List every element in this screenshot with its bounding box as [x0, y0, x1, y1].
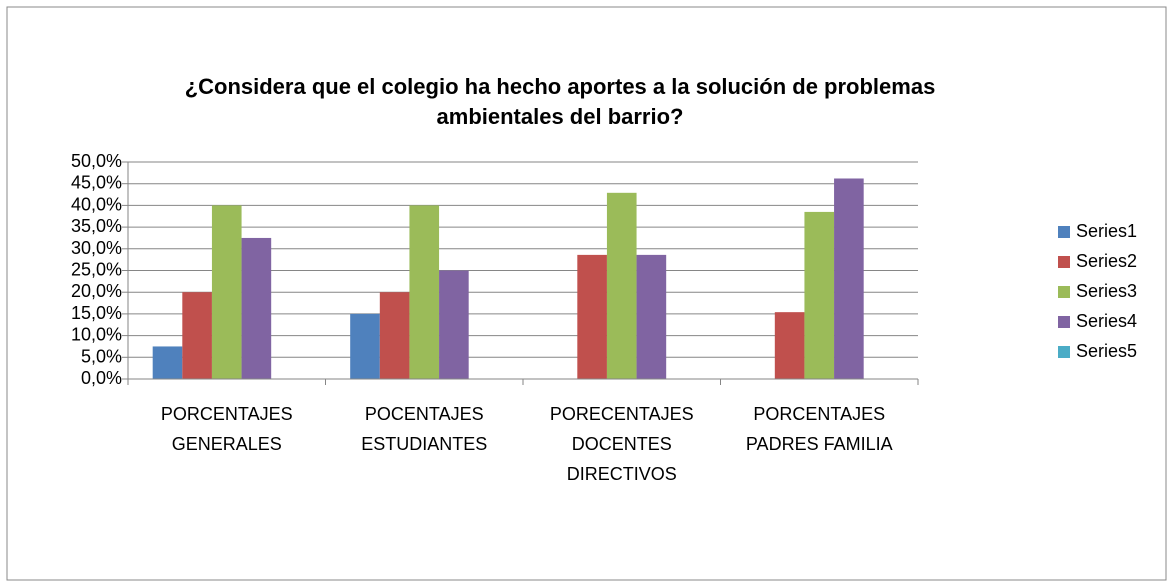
x-tick-label: PORECENTAJES DOCENTES DIRECTIVOS — [550, 404, 694, 484]
bar — [804, 211, 835, 379]
legend-label: Series2 — [1076, 251, 1137, 271]
bar — [636, 254, 667, 379]
legend-swatch — [1058, 316, 1070, 328]
legend-label: Series4 — [1076, 311, 1137, 331]
bar — [350, 313, 380, 379]
bar — [211, 205, 242, 379]
legend-label: Series1 — [1076, 221, 1137, 241]
legend-label: Series5 — [1076, 341, 1137, 361]
bar — [241, 237, 272, 379]
x-tick-label: POCENTAJES ESTUDIANTES — [361, 404, 487, 454]
bar — [152, 346, 183, 379]
bar — [439, 270, 469, 379]
y-tick-label: 15,0% — [71, 303, 122, 323]
y-tick-label: 10,0% — [71, 324, 122, 344]
y-tick-label: 50,0% — [71, 151, 122, 171]
bar — [182, 292, 212, 379]
y-tick-label: 45,0% — [71, 172, 122, 192]
bar — [379, 292, 410, 379]
legend-swatch — [1058, 256, 1070, 268]
bar — [834, 178, 864, 379]
legend-swatch — [1058, 346, 1070, 358]
y-tick-label: 0,0% — [81, 368, 122, 388]
bar — [409, 205, 440, 379]
legend-swatch — [1058, 226, 1070, 238]
y-tick-label: 30,0% — [71, 238, 122, 258]
y-tick-label: 20,0% — [71, 281, 122, 301]
y-tick-label: 5,0% — [81, 346, 122, 366]
bar — [774, 312, 805, 379]
x-tick-label: PORCENTAJES PADRES FAMILIA — [746, 404, 893, 454]
bar — [606, 192, 637, 379]
y-tick-label: 35,0% — [71, 216, 122, 236]
bar — [577, 254, 607, 379]
x-tick-label: PORCENTAJES GENERALES — [161, 404, 293, 454]
y-tick-label: 40,0% — [71, 194, 122, 214]
legend-label: Series3 — [1076, 281, 1137, 301]
chart-title: ¿Considera que el colegio ha hecho aport… — [185, 74, 936, 129]
y-tick-label: 25,0% — [71, 259, 122, 279]
legend-swatch — [1058, 286, 1070, 298]
